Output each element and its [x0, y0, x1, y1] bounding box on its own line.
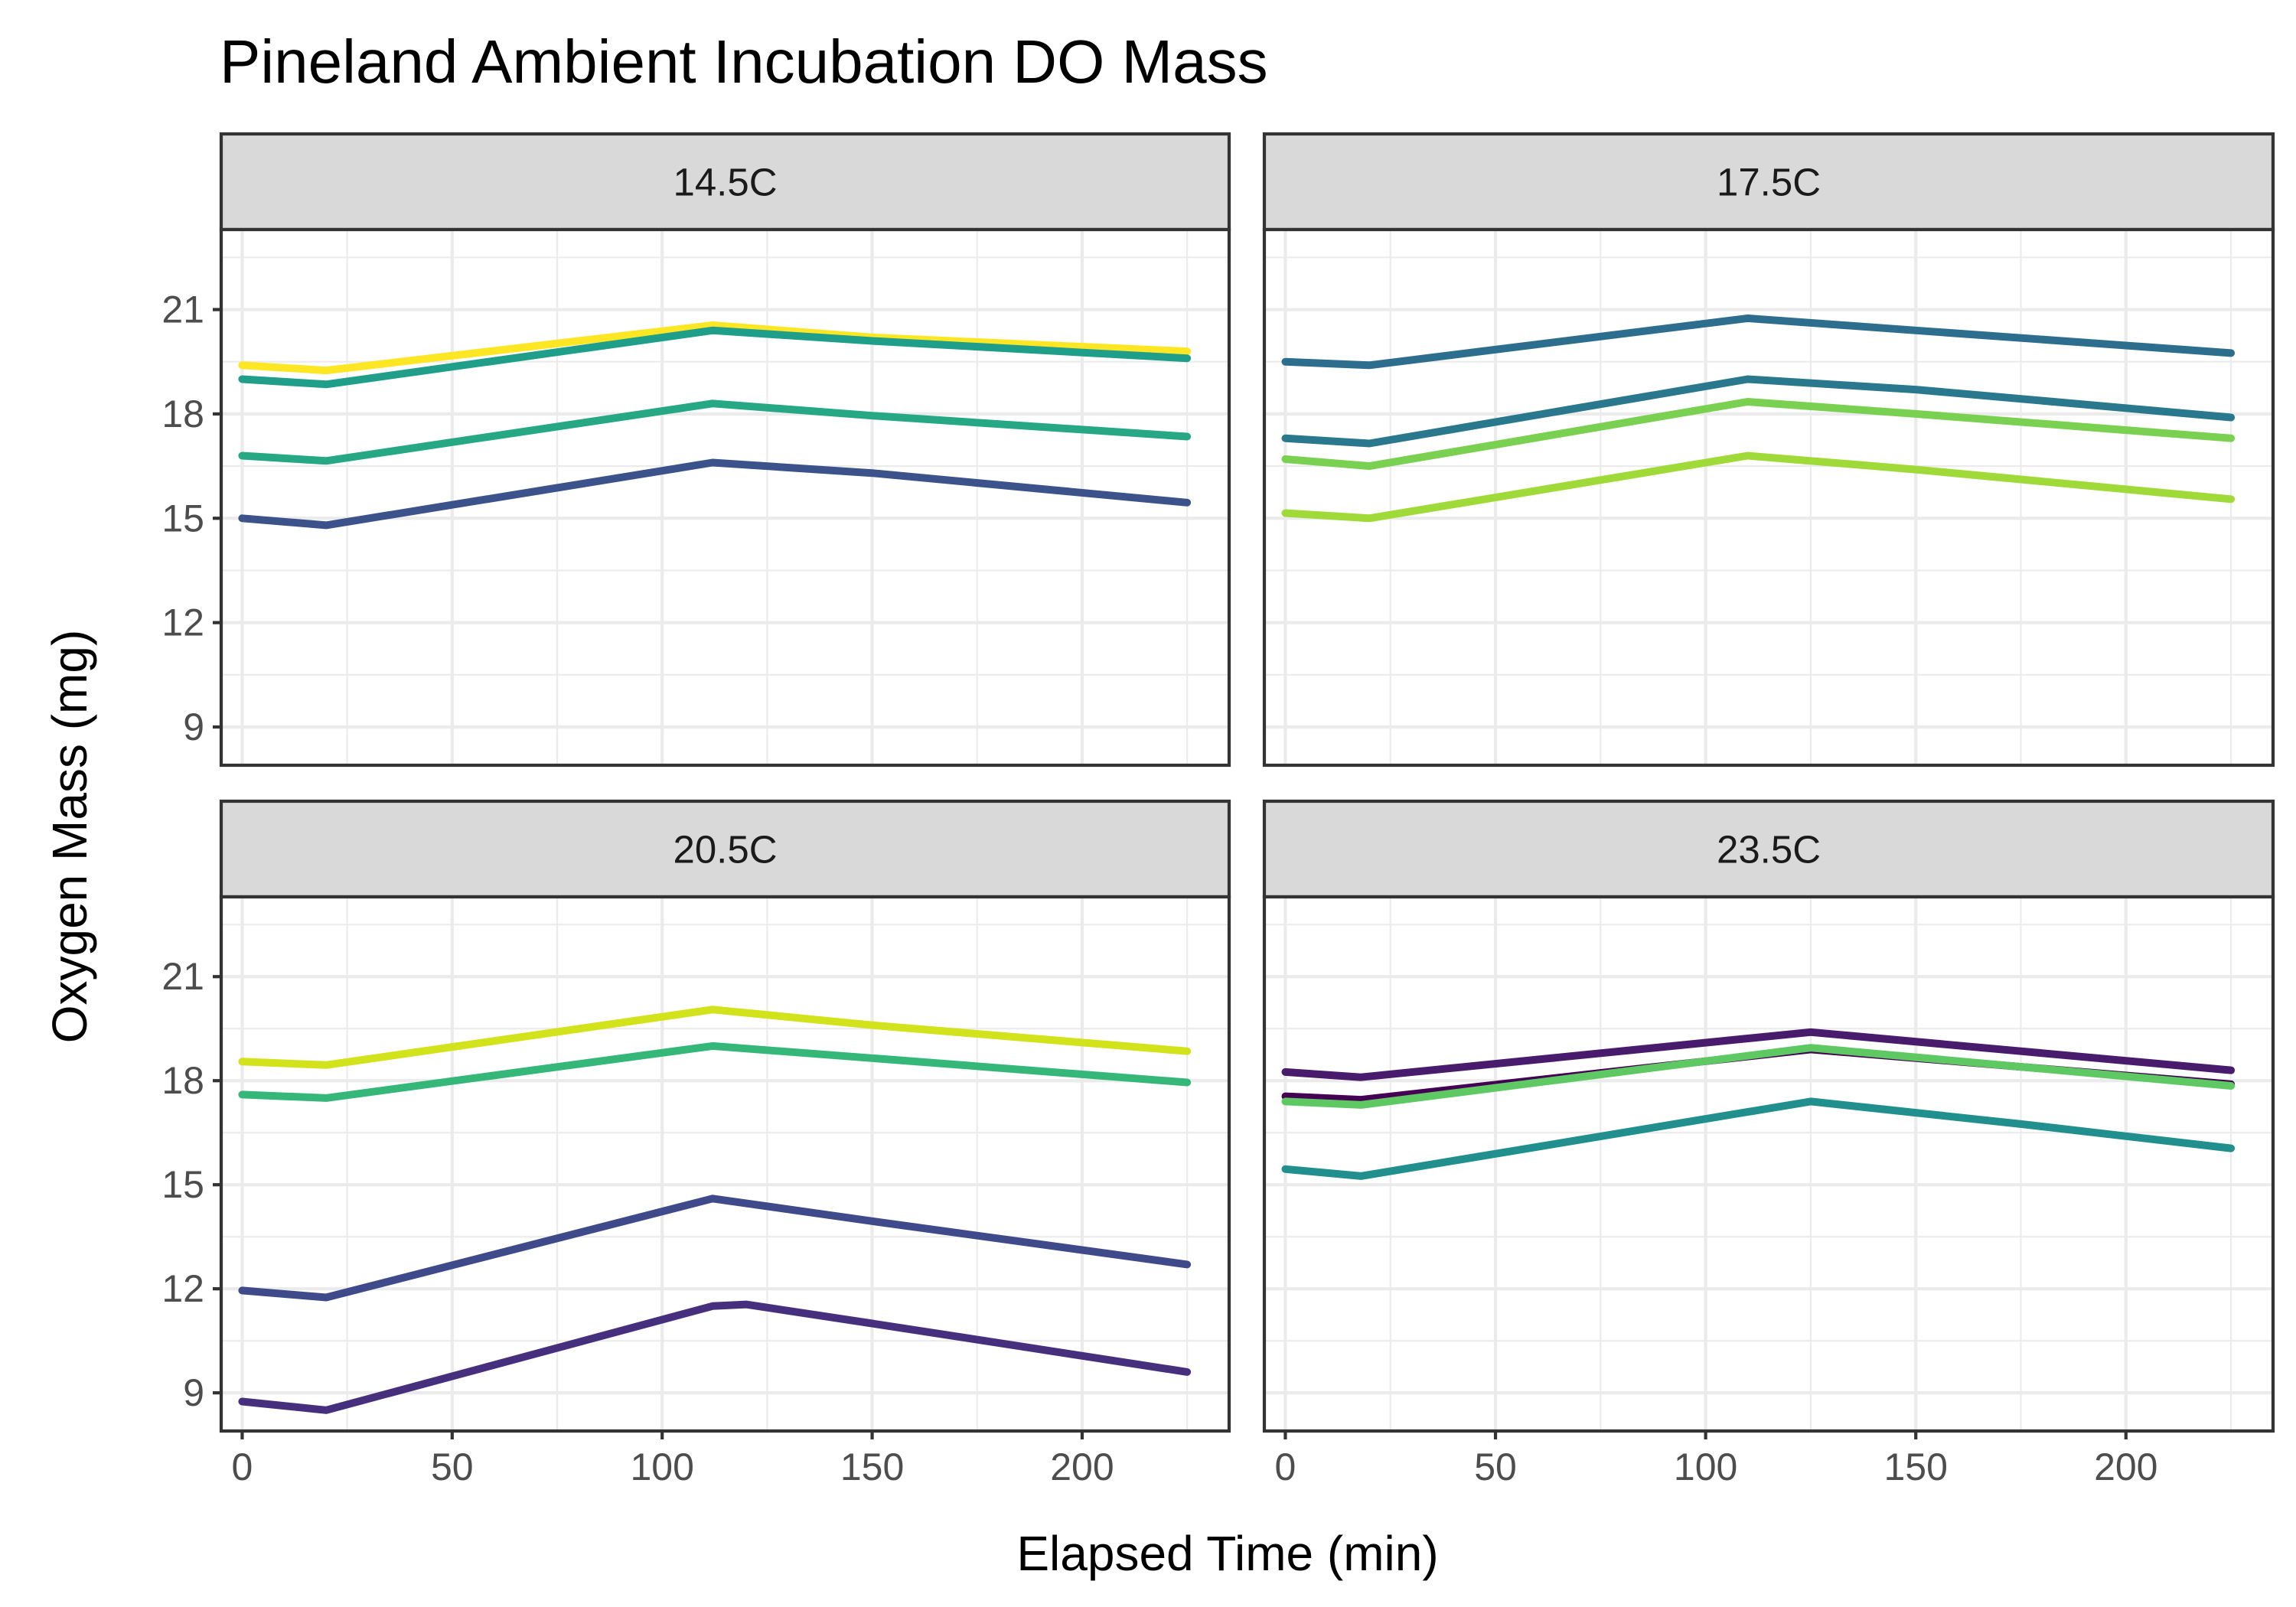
series-line-2	[1281, 375, 2236, 448]
series-line-3	[238, 399, 1192, 465]
y-tick-label: 9	[183, 706, 204, 748]
series-line-4	[238, 458, 1192, 530]
panel-background	[221, 230, 1229, 765]
series-line-3	[1281, 398, 2236, 471]
x-tick-label: 0	[232, 1446, 253, 1488]
panel-border	[1262, 895, 2275, 1433]
y-tick-label: 12	[161, 601, 204, 644]
y-tick-label: 12	[161, 1267, 204, 1310]
panel-3: 20.5C 9 12 15 18 21 0 50 100 150 200	[161, 799, 1231, 1488]
panel-border	[1262, 227, 2275, 768]
y-tick-label: 9	[183, 1371, 204, 1414]
chart-title: Pineland Ambient Incubation DO Mass	[220, 28, 1268, 96]
strip-background	[219, 132, 1231, 232]
panel-border	[219, 895, 1231, 1433]
series-line-4	[238, 1300, 1192, 1414]
y-tick-label: 18	[161, 1059, 204, 1102]
x-tick-label: 50	[1474, 1446, 1517, 1488]
series-line-1	[238, 321, 1192, 375]
panel-border	[219, 227, 1231, 768]
strip-label: 17.5C	[1717, 161, 1821, 204]
y-tick-label: 21	[161, 288, 204, 331]
panel-1: 14.5C 9 12 15 18 21	[161, 132, 1231, 768]
x-tick-label: 100	[630, 1446, 693, 1488]
y-tick-label: 18	[161, 393, 204, 435]
y-tick-label: 21	[161, 955, 204, 998]
x-tick-label: 100	[1674, 1446, 1737, 1488]
series-line-4	[1281, 1097, 2236, 1180]
strip-background	[1262, 799, 2275, 899]
x-tick-label: 200	[2094, 1446, 2157, 1488]
strip-label: 23.5C	[1717, 828, 1821, 872]
panel-background	[221, 897, 1229, 1431]
panel-4: 23.5C 0 50 100 150 200	[1262, 799, 2275, 1488]
strip-background	[1262, 132, 2275, 232]
y-axis-title: Oxygen Mass (mg)	[42, 630, 97, 1044]
series-line-3	[238, 1195, 1192, 1302]
strip-label: 20.5C	[673, 828, 777, 872]
y-tick-label: 15	[161, 1163, 204, 1206]
series-line-2	[1281, 1028, 2236, 1081]
panel-2: 17.5C	[1262, 132, 2275, 768]
strip-label: 14.5C	[673, 161, 777, 204]
series-line-2	[238, 1041, 1192, 1102]
series-line-3	[1281, 1044, 2236, 1109]
series-line-4	[1281, 451, 2236, 523]
x-tick-label: 150	[1883, 1446, 1947, 1488]
x-tick-label: 50	[431, 1446, 474, 1488]
x-tick-label: 150	[840, 1446, 904, 1488]
x-tick-label: 200	[1050, 1446, 1114, 1488]
x-axis-title: Elapsed Time (min)	[1016, 1526, 1438, 1581]
x-tick-label: 0	[1275, 1446, 1296, 1488]
series-line-1	[238, 1006, 1192, 1069]
series-line-1	[1281, 314, 2236, 370]
y-tick-label: 15	[161, 497, 204, 539]
facet-panels: 14.5C 9 12 15 18 21 17.5C 20.5C 9 12 15 18 21 0 50 100 1…	[161, 132, 2275, 1488]
series-line-2	[238, 326, 1192, 389]
